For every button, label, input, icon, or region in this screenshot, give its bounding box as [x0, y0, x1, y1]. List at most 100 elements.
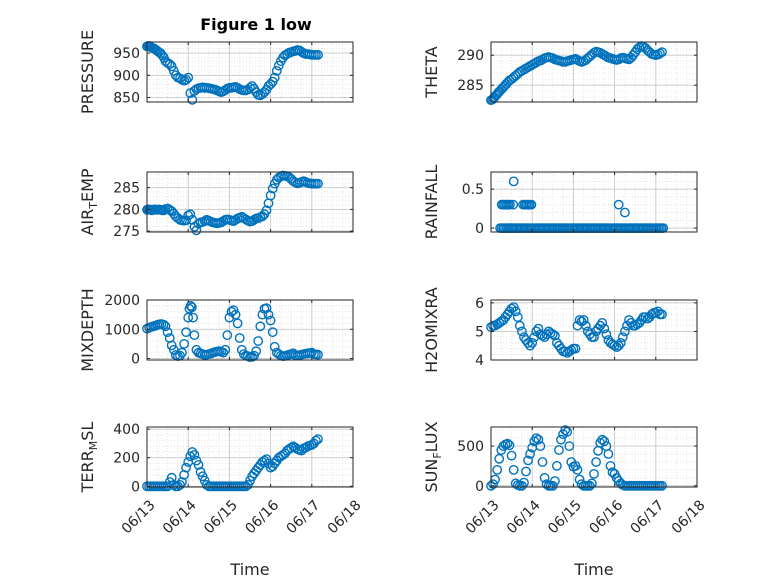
x-tick-label: 06/15 — [545, 497, 585, 537]
data-point — [265, 315, 276, 326]
data-point — [537, 457, 548, 467]
data-point — [181, 74, 192, 85]
subplot-air-temp: 275 280 285 AIRTEMP — [78, 168, 354, 240]
data-point — [230, 309, 241, 320]
y-axis-label: MIXDEPTH — [78, 288, 97, 371]
figure-title: Figure 1 low — [200, 15, 312, 34]
data-point — [253, 336, 264, 346]
data-point — [562, 426, 573, 437]
data-point — [162, 327, 173, 338]
y-tick-label: 950 — [113, 46, 140, 62]
data-point — [186, 302, 197, 313]
data-point — [271, 66, 282, 76]
y-tick-label: 850 — [113, 91, 140, 107]
x-tick-label: 06/16 — [242, 497, 282, 537]
data-point — [504, 440, 515, 451]
y-tick-label: 4 — [475, 353, 484, 369]
y-tick-label: 275 — [113, 224, 140, 240]
data-point — [634, 42, 645, 53]
y-tick-label: 280 — [113, 202, 140, 218]
data-point — [523, 455, 533, 466]
data-point — [615, 337, 626, 348]
data-point — [232, 318, 243, 329]
data-point — [261, 205, 272, 216]
data-point — [255, 321, 266, 332]
x-tick-label: 06/14 — [504, 497, 544, 537]
subplot-pressure: 850 900 950 PRESSURE — [78, 30, 354, 114]
data-point — [273, 60, 284, 71]
subplot-h2omixra: 4 5 6 H2OMIXRA — [422, 287, 698, 373]
axes-box — [146, 171, 354, 233]
data-point — [514, 320, 525, 331]
data-point — [547, 480, 558, 491]
data-point — [556, 434, 566, 445]
data-point — [267, 327, 278, 338]
data-point — [263, 309, 274, 320]
data-point — [494, 453, 505, 464]
x-tick-label: 06/13 — [119, 497, 159, 537]
data-point — [526, 199, 537, 210]
subplot-theta: 285 290 THETA — [422, 41, 698, 106]
y-tick-label: 1000 — [104, 322, 140, 338]
data-point — [574, 315, 585, 325]
data-point — [564, 441, 575, 451]
y-tick-label: 0 — [131, 479, 140, 495]
y-tick-label: 285 — [457, 78, 484, 94]
y-tick-label: 0 — [131, 352, 140, 368]
y-axis-label: PRESSURE — [78, 30, 97, 114]
data-point — [508, 464, 519, 475]
data-point — [617, 332, 628, 342]
data-point — [657, 47, 667, 58]
data-point — [599, 323, 610, 334]
data-point — [650, 307, 661, 318]
x-tick-label: 06/18 — [669, 497, 709, 537]
data-point — [160, 321, 171, 332]
data-point — [183, 72, 194, 83]
x-tick-label: 06/18 — [325, 497, 365, 537]
data-point — [191, 225, 202, 236]
subplot-mixdepth: 0 1000 2000 MIXDEPTH — [78, 288, 354, 372]
data-point — [488, 479, 498, 490]
x-tick-label: 06/15 — [201, 497, 241, 537]
data-point — [269, 72, 280, 83]
data-point — [566, 345, 577, 355]
data-point — [587, 478, 597, 489]
y-tick-label: 500 — [457, 439, 484, 455]
data-point — [589, 468, 599, 479]
data-point — [181, 327, 192, 338]
data-point — [657, 480, 667, 491]
data-point — [179, 338, 190, 349]
data-point — [177, 347, 187, 358]
data-point — [166, 61, 177, 72]
axes-box — [490, 41, 698, 103]
data-point — [599, 436, 610, 447]
data-point — [251, 346, 262, 357]
data-point — [505, 199, 515, 210]
data-point — [220, 344, 231, 355]
data-point — [313, 50, 323, 60]
data-point — [510, 306, 521, 317]
data-point — [187, 447, 198, 457]
data-point — [521, 466, 531, 477]
y-axis-label: TERRMSL — [78, 422, 100, 494]
data-point — [533, 323, 544, 334]
data-point — [189, 449, 200, 460]
y-tick-label: 0 — [475, 221, 484, 237]
data-point — [310, 435, 321, 446]
axes-box — [146, 41, 354, 103]
x-axis-label: Time — [229, 560, 269, 579]
data-point — [640, 312, 651, 322]
y-tick-label: 5 — [475, 324, 484, 340]
y-tick-label: 900 — [113, 68, 140, 84]
data-point — [313, 349, 323, 360]
data-point — [552, 460, 562, 471]
data-point — [589, 332, 599, 342]
data-point — [539, 472, 550, 483]
axes-box — [490, 171, 698, 233]
data-point — [185, 300, 196, 311]
y-tick-label: 400 — [113, 422, 140, 438]
data-point — [613, 199, 624, 210]
data-point — [185, 209, 196, 220]
y-tick-label: 285 — [113, 181, 140, 197]
data-point — [603, 449, 614, 459]
